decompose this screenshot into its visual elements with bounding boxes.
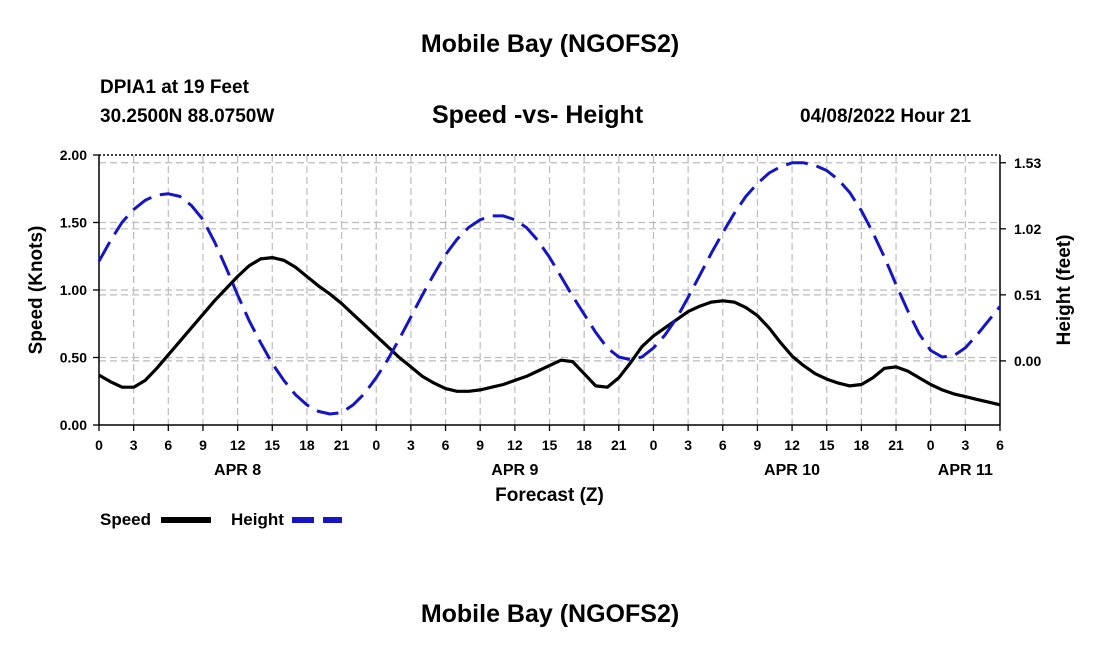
left-tick-label: 2.00 (60, 147, 87, 163)
x-tick-label: 21 (888, 437, 904, 453)
x-tick-label: 3 (407, 437, 415, 453)
x-tick-label: 18 (854, 437, 870, 453)
left-tick-label: 1.50 (60, 215, 87, 231)
x-tick-label: 6 (164, 437, 172, 453)
x-tick-label: 3 (961, 437, 969, 453)
coordinates-label: 30.2500N 88.0750W (100, 106, 275, 127)
y-axis-title-right: Height (feet) (1054, 235, 1075, 346)
station-label: DPIA1 at 19 Feet (100, 77, 249, 98)
left-tick-label: 0.00 (60, 417, 87, 433)
right-tick-label: 1.53 (1014, 155, 1041, 171)
x-tick-label: 6 (996, 437, 1004, 453)
chart-subtitle: Speed -vs- Height (432, 101, 644, 129)
chart-title-bottom: Mobile Bay (NGOFS2) (420, 600, 680, 628)
x-tick-label: 15 (264, 437, 280, 453)
left-tick-label: 0.50 (60, 350, 87, 366)
x-tick-label: 18 (299, 437, 315, 453)
date-label: APR 10 (764, 462, 820, 479)
series-line-height (97, 161, 1002, 416)
x-tick-label: 15 (819, 437, 835, 453)
legend-label-speed: Speed (100, 510, 151, 529)
x-tick-label: 21 (611, 437, 627, 453)
x-tick-label: 12 (507, 437, 523, 453)
x-tick-label: 15 (542, 437, 558, 453)
right-tick-label: 0.00 (1014, 353, 1041, 369)
date-label: APR 9 (491, 462, 538, 479)
legend-label-height: Height (231, 510, 284, 529)
y-axis-title-left: Speed (Knots) (26, 226, 47, 355)
x-tick-label: 6 (442, 437, 450, 453)
x-tick-label: 18 (576, 437, 592, 453)
x-tick-label: 9 (476, 437, 484, 453)
x-tick-label: 9 (199, 437, 207, 453)
left-tick-label: 1.00 (60, 282, 87, 298)
x-tick-label: 3 (130, 437, 138, 453)
date-label: APR 8 (214, 462, 261, 479)
x-tick-label: 0 (95, 437, 103, 453)
x-axis-title: Forecast (Z) (495, 485, 604, 506)
x-tick-label: 6 (719, 437, 727, 453)
forecast-datetime: 04/08/2022 Hour 21 (800, 106, 972, 127)
x-tick-label: 9 (754, 437, 762, 453)
x-tick-label: 0 (927, 437, 935, 453)
x-tick-label: 21 (334, 437, 350, 453)
right-tick-label: 0.51 (1014, 287, 1041, 303)
x-tick-label: 12 (230, 437, 246, 453)
x-tick-label: 0 (650, 437, 658, 453)
series-line-speed (98, 256, 1001, 407)
date-label: APR 11 (938, 462, 993, 479)
x-tick-label: 0 (372, 437, 380, 453)
right-tick-label: 1.02 (1014, 221, 1041, 237)
chart-title-top: Mobile Bay (NGOFS2) (420, 30, 680, 58)
x-tick-label: 3 (684, 437, 692, 453)
x-tick-label: 12 (784, 437, 800, 453)
